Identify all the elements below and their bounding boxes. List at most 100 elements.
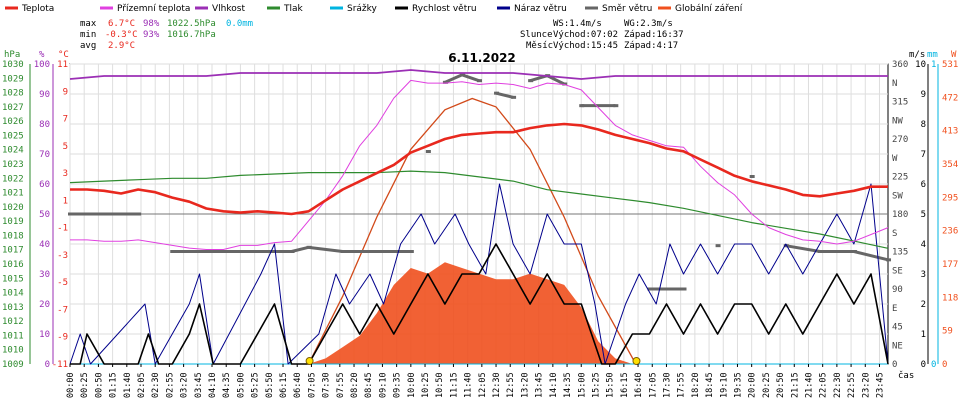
wind-direction-mark	[425, 150, 431, 153]
ms-tick-label: 10	[915, 60, 926, 70]
x-tick-label: 10:25	[421, 372, 431, 398]
x-tick-label: 10:00	[407, 372, 417, 398]
series-lines	[68, 69, 891, 365]
w-tick-label: 531	[942, 60, 958, 70]
w-tick-label: 177	[942, 260, 958, 270]
sun-marker	[305, 357, 314, 365]
x-tick-label: 09:10	[378, 372, 388, 398]
direction-tick-label: 90	[892, 285, 903, 295]
wind-direction-mark	[715, 244, 721, 248]
stat-max-hum: 98%	[143, 19, 160, 29]
sun-marker	[632, 357, 641, 365]
ms-tick-label: 5	[921, 210, 926, 220]
c-unit: °C	[58, 50, 69, 60]
x-tick-label: 17:30	[662, 372, 672, 398]
direction-tick-label: NE	[892, 341, 903, 351]
x-tick-label: 10:50	[435, 372, 445, 398]
c-tick-label: 1	[63, 196, 68, 206]
ground-temperature-line	[70, 79, 889, 250]
direction-tick-label: 315	[892, 98, 908, 108]
hpa-tick-label: 1026	[2, 117, 24, 127]
w-tick-label: 118	[942, 293, 958, 303]
c-tick-label: 3	[63, 169, 68, 179]
pct-tick-label: 40	[39, 240, 50, 250]
stat-max-rain: 0.0mm	[226, 19, 253, 29]
x-tick-label: 23:45	[875, 372, 885, 398]
wind-direction-segment	[444, 73, 463, 84]
theoretical-radiation-curve	[308, 97, 637, 365]
w-tick-label: 472	[942, 93, 958, 103]
wind-direction-mark	[511, 95, 517, 99]
ms-tick-label: 3	[921, 270, 926, 280]
x-tick-label: 00:25	[80, 372, 90, 398]
legend: Teplota Přízemní teplota Vlhkost Tlak Srážky…	[5, 4, 743, 14]
humidity-line	[69, 69, 888, 80]
hpa-tick-label: 1021	[2, 189, 24, 199]
stat-avg-label: avg	[80, 41, 96, 51]
x-tick-label: 14:35	[563, 372, 573, 398]
pct-tick-label: 20	[39, 300, 50, 310]
wind-direction-mark	[408, 250, 414, 253]
x-tick-label: 15:00	[577, 372, 587, 398]
x-tick-label: 14:10	[549, 372, 559, 398]
pressure-line	[69, 170, 889, 249]
stat-moon-set: Západ:4:17	[624, 41, 678, 51]
hpa-tick-label: 1023	[2, 160, 24, 170]
w-tick-label: 354	[942, 160, 958, 170]
hpa-tick-label: 1013	[2, 303, 24, 313]
wind-direction-segment	[291, 245, 309, 253]
wind-direction-mark	[886, 258, 891, 262]
ms-tick-label: 1	[921, 330, 926, 340]
x-tick-label: 20:50	[776, 372, 786, 398]
stat-min-hum: 93%	[143, 30, 160, 40]
hpa-tick-label: 1012	[2, 317, 24, 327]
x-tick-label: 22:55	[847, 372, 857, 398]
x-tick-label: 04:35	[222, 372, 232, 398]
hpa-tick-label: 1024	[2, 146, 24, 156]
stat-max-label: max	[80, 19, 97, 29]
x-tick-label: 07:55	[336, 372, 346, 398]
c-tick-label: -1	[57, 224, 68, 234]
x-tick-label: 17:55	[677, 372, 687, 398]
legend-label: Směr větru	[602, 4, 652, 14]
hpa-tick-label: 1016	[2, 260, 24, 270]
stat-sun-rise: Východ:07:02	[553, 30, 618, 40]
stat-min-label: min	[80, 30, 96, 40]
c-tick-label: -9	[57, 333, 68, 343]
wind-direction-segment	[308, 245, 343, 253]
direction-tick-label: 180	[892, 210, 908, 220]
ms-tick-label: 7	[921, 150, 926, 160]
chart-title: 6.11.2022	[448, 51, 516, 65]
x-tick-label: 08:20	[350, 372, 360, 398]
x-tick-label: 00:00	[66, 372, 76, 398]
stat-max-press: 1022.5hPa	[167, 19, 216, 29]
c-tick-label: -11	[52, 360, 68, 370]
x-tick-label: 06:15	[279, 372, 289, 398]
x-tick-label: 23:20	[861, 372, 871, 398]
x-tick-label: 00:50	[94, 372, 104, 398]
direction-tick-label: W	[892, 154, 898, 164]
direction-tick-label: N	[892, 79, 897, 89]
x-tick-label: 13:20	[520, 372, 530, 398]
x-tick-label: 11:15	[449, 372, 459, 398]
temperature-line	[70, 122, 888, 216]
x-axis: 00:00 00:25 00:50 01:15 01:40 02:05 02:30 02:55…	[66, 364, 914, 398]
legend-label: Tlak	[283, 4, 304, 14]
w-unit: W	[951, 50, 957, 60]
pct-tick-label: 70	[39, 150, 50, 160]
x-tick-label: 09:35	[393, 372, 403, 398]
x-tick-label: 03:20	[180, 372, 190, 398]
ms-tick-label: 2	[921, 300, 926, 310]
hpa-unit: hPa	[4, 50, 20, 60]
x-tick-label: 05:25	[251, 372, 261, 398]
x-tick-label: 19:35	[733, 372, 743, 398]
x-tick-label: 11:40	[464, 372, 474, 398]
x-tick-label: 12:30	[492, 372, 502, 398]
x-axis-label: čas	[898, 370, 914, 381]
legend-label: Teplota	[21, 4, 54, 14]
legend-label: Globální záření	[675, 4, 743, 14]
wind-direction-segment	[461, 73, 480, 83]
x-tick-label: 05:50	[265, 372, 275, 398]
mm-tick-label: 0	[931, 360, 936, 370]
